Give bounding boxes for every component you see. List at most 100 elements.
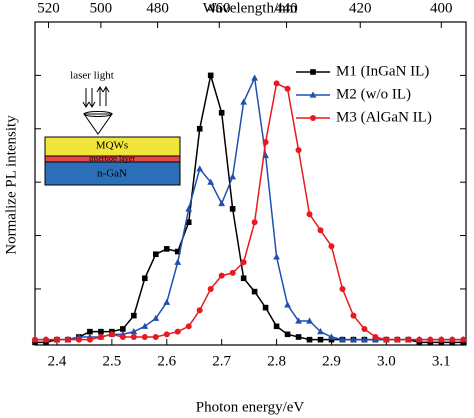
marker	[207, 285, 214, 292]
marker	[207, 178, 215, 185]
marker	[218, 272, 225, 279]
marker	[350, 312, 357, 319]
marker	[229, 269, 236, 276]
marker	[97, 333, 104, 340]
marker	[174, 258, 182, 265]
x-tick-label: 2.8	[267, 353, 286, 369]
legend-label: M2 (w/o IL)	[336, 86, 411, 102]
marker	[361, 325, 368, 332]
x-tick-label: 2.9	[322, 353, 341, 369]
x-tick-label: 2.5	[102, 353, 121, 369]
marker	[130, 333, 137, 340]
marker	[328, 333, 335, 340]
marker	[185, 219, 192, 226]
marker	[405, 336, 412, 343]
marker	[306, 336, 313, 343]
marker	[273, 253, 280, 260]
inset-label: n-GaN	[97, 168, 127, 180]
marker	[196, 165, 204, 172]
marker	[75, 336, 82, 343]
marker	[32, 336, 38, 343]
marker	[372, 333, 379, 340]
x-tick-label: 2.6	[157, 353, 176, 369]
inset-label: MQWs	[96, 140, 128, 152]
marker	[152, 314, 160, 321]
marker	[218, 199, 226, 207]
legend-label: M3 (AlGaN IL)	[336, 109, 432, 125]
marker	[207, 72, 214, 79]
marker	[350, 336, 357, 343]
marker	[460, 336, 467, 343]
marker	[86, 336, 93, 343]
marker	[295, 317, 302, 324]
marker	[142, 275, 148, 282]
x2-tick-label: 440	[275, 0, 298, 16]
marker	[251, 219, 258, 226]
marker	[163, 246, 170, 252]
gan-layer	[44, 161, 181, 186]
marker	[141, 322, 149, 329]
marker	[251, 288, 258, 295]
marker	[196, 125, 203, 132]
marker	[240, 275, 247, 282]
marker	[317, 336, 324, 343]
x2-axis-label: Wavelength/nm	[203, 0, 298, 16]
x2-tick-label: 460	[208, 0, 231, 16]
marker	[251, 74, 259, 81]
x2-tick-label: 400	[430, 0, 453, 16]
x-tick-label: 2.4	[48, 353, 67, 369]
marker	[87, 328, 93, 335]
x-axis-label: Photon energy/eV	[196, 399, 305, 415]
marker	[449, 336, 456, 343]
marker	[229, 173, 237, 180]
marker	[185, 205, 193, 212]
inset-label: insertion layer	[89, 154, 135, 163]
marker	[295, 334, 302, 340]
marker	[416, 336, 423, 343]
marker	[273, 80, 280, 87]
marker	[262, 139, 269, 146]
laser-arrows	[82, 86, 113, 135]
y-axis-label: Normalize PL intensity	[3, 115, 19, 255]
inset: laser light MQWs insertion layer n-GaN	[44, 70, 181, 186]
marker	[295, 147, 302, 154]
marker	[309, 91, 317, 98]
marker	[427, 336, 434, 343]
marker	[163, 331, 170, 338]
marker	[328, 336, 335, 343]
marker	[310, 69, 316, 75]
x-tick-label: 3.0	[377, 353, 396, 369]
marker	[317, 227, 324, 234]
marker	[262, 304, 269, 311]
marker	[306, 317, 313, 324]
marker	[42, 336, 49, 343]
marker	[108, 331, 115, 338]
marker	[310, 115, 316, 121]
marker	[196, 307, 203, 314]
legend-label: M1 (InGaN IL)	[336, 63, 429, 79]
marker	[383, 336, 390, 343]
marker	[394, 336, 401, 343]
marker	[119, 333, 126, 340]
x2-tick-label: 420	[349, 0, 372, 16]
inset-label: laser light	[70, 70, 114, 82]
marker	[53, 336, 60, 343]
marker	[438, 336, 445, 343]
marker	[273, 323, 280, 330]
x-tick-label: 3.1	[432, 353, 451, 369]
x2-tick-label: 500	[90, 0, 113, 16]
marker	[339, 336, 346, 343]
plot-frame	[34, 21, 467, 346]
marker	[120, 326, 126, 332]
marker	[284, 85, 291, 92]
marker	[174, 248, 181, 255]
marker	[284, 301, 291, 308]
x2-tick-label: 480	[146, 0, 169, 16]
marker	[130, 328, 138, 335]
marker	[240, 259, 247, 266]
marker	[284, 331, 291, 338]
marker	[229, 206, 236, 212]
marker	[131, 312, 137, 319]
marker	[185, 323, 192, 330]
